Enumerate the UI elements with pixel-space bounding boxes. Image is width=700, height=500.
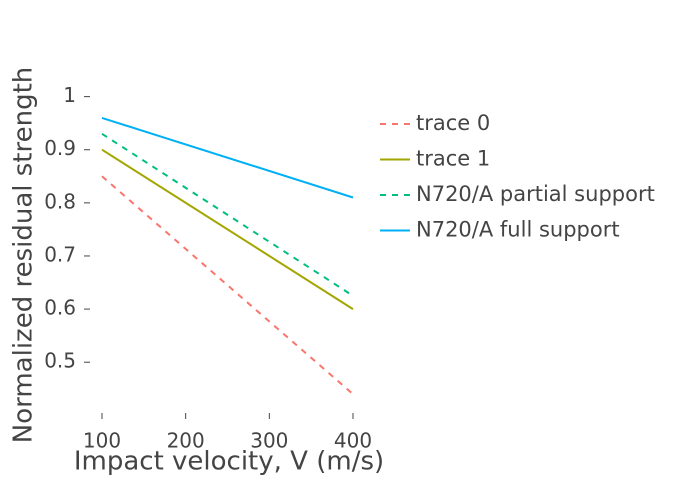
legend-label: N720/A full support <box>416 218 620 242</box>
x-tick-label: 100 <box>83 429 121 453</box>
y-tick-label: 1 <box>63 83 76 107</box>
legend-label: trace 0 <box>416 111 490 135</box>
x-tick-label: 400 <box>334 429 372 453</box>
legend-label: N720/A partial support <box>416 182 655 206</box>
y-tick-label: 0.5 <box>44 349 76 373</box>
legend: trace 0 trace 1 N720/A partial support N720… <box>380 111 655 242</box>
x-tick-label: 300 <box>250 429 288 453</box>
series-line <box>101 132 354 297</box>
x-tick-label: 200 <box>167 429 205 453</box>
x-axis: 100 200 300 400 <box>83 413 372 453</box>
y-tick-label: 0.6 <box>44 296 76 320</box>
x-axis-title: Impact velocity, V (m/s) <box>74 447 384 477</box>
series-line <box>101 148 354 310</box>
y-axis: 0.5 0.6 0.7 0.8 0.9 1 <box>44 83 90 373</box>
y-tick-label: 0.7 <box>44 242 76 266</box>
y-tick-label: 0.9 <box>44 136 76 160</box>
y-axis-title: Normalized residual strength <box>9 67 39 444</box>
legend-label: trace 1 <box>416 147 490 171</box>
series-line <box>101 116 354 199</box>
y-tick-label: 0.8 <box>44 189 76 213</box>
plot-area <box>101 116 354 395</box>
series-line <box>101 175 354 395</box>
